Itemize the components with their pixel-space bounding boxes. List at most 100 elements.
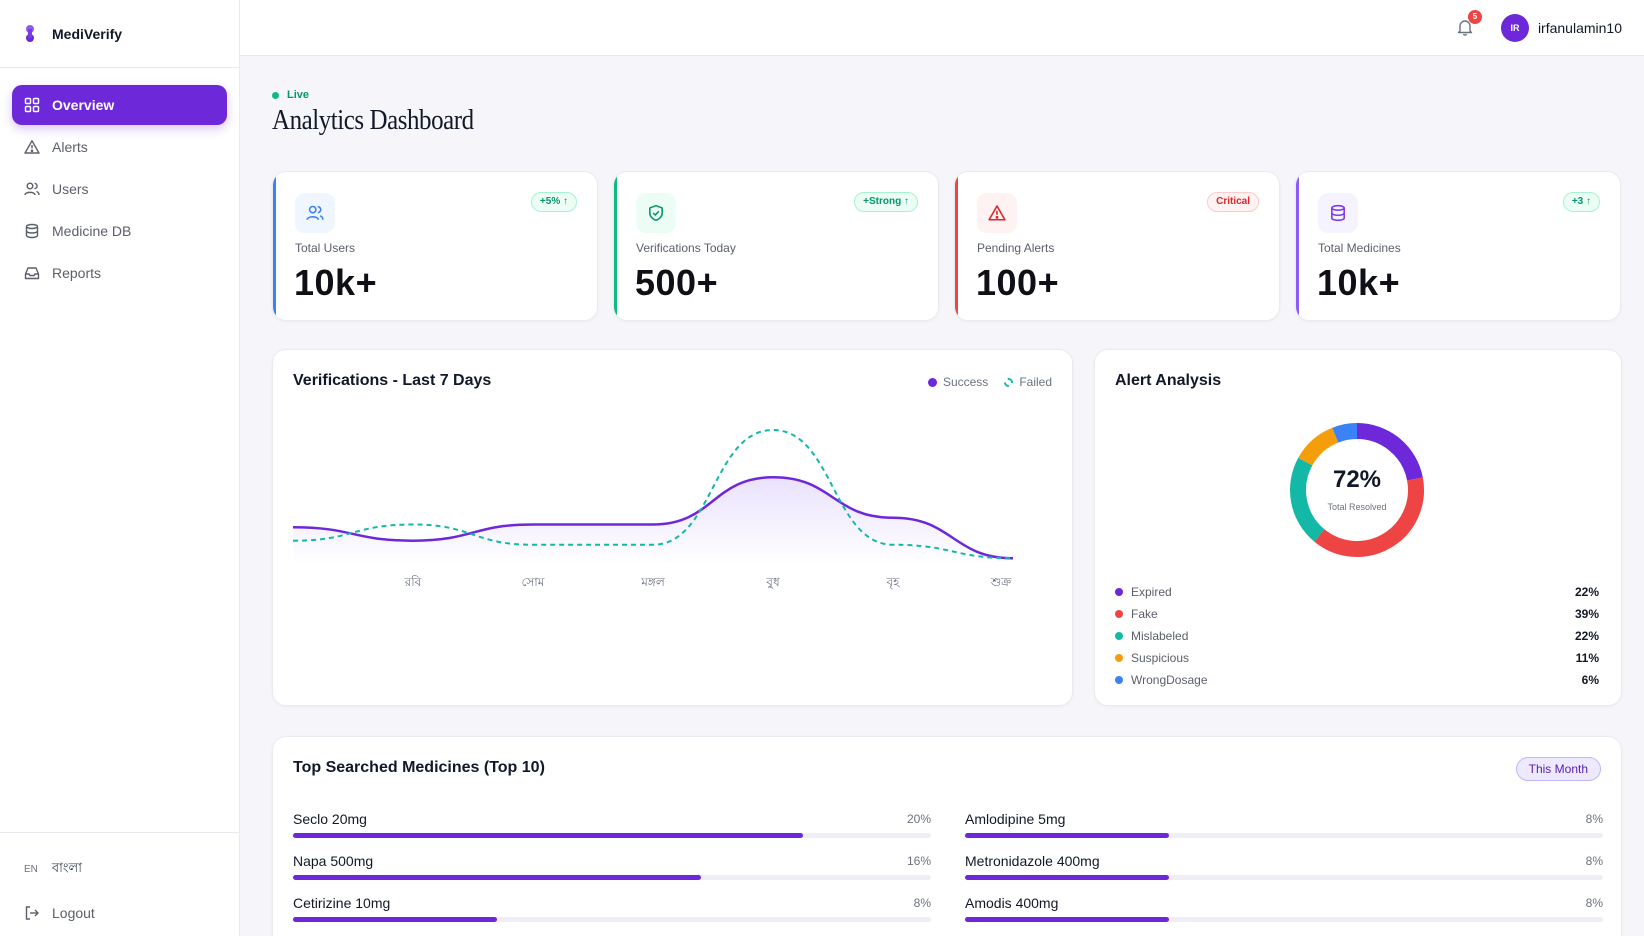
stat-value: 100+ — [976, 262, 1060, 303]
logout-button[interactable]: Logout — [24, 905, 95, 921]
database-icon — [1331, 204, 1345, 222]
logout-icon — [25, 906, 39, 920]
donut-slice-suspicious — [1298, 427, 1339, 466]
capsule-logo-icon — [26, 24, 34, 42]
donut-slice-wrongdosage — [1332, 423, 1358, 443]
brand-name: MediVerify — [52, 25, 123, 42]
x-tick-label: বুধ — [765, 575, 780, 590]
stat-card-verifications-today: +Strong ↑ Verifications Today 500+ — [613, 171, 939, 321]
stat-badge: +3 ↑ — [1562, 192, 1600, 212]
medicine-pct: 8% — [913, 896, 931, 910]
medicine-name: Seclo 20mg — [293, 811, 367, 827]
card-accent — [614, 172, 617, 320]
card-accent — [273, 172, 276, 320]
stat-label: Total Users — [295, 241, 356, 255]
verifications-chart-panel: Verifications - Last 7 Days Success Fail… — [272, 349, 1073, 706]
chart-legend: Success Failed — [912, 375, 1052, 389]
legend-swatch — [1115, 654, 1123, 662]
shield-check-icon — [649, 204, 663, 222]
sidebar-nav: Overview Alerts Users Medicine DB Report… — [0, 68, 239, 293]
x-tick-label: রবি — [404, 575, 422, 589]
legend-swatch — [1115, 588, 1123, 596]
panel-title: Alert Analysis — [1115, 372, 1222, 389]
live-indicator: Live — [272, 89, 309, 101]
top-medicines-panel: Top Searched Medicines (Top 10) This Mon… — [272, 736, 1622, 936]
sidebar-item-label: Reports — [52, 265, 102, 281]
language-toggle[interactable]: EN বাংলা — [24, 859, 82, 880]
alert-pct: 6% — [1581, 673, 1599, 687]
medicine-pct: 8% — [1585, 896, 1603, 910]
this-month-filter-button[interactable]: This Month — [1515, 757, 1601, 781]
stat-card-pending-alerts: Critical Pending Alerts 100+ — [954, 171, 1280, 321]
sidebar-item-users[interactable]: Users — [12, 169, 227, 209]
sidebar-footer: EN বাংলা Logout — [0, 832, 239, 936]
alert-row-expired: Expired 22% — [1115, 581, 1599, 603]
progress-fill — [965, 917, 1170, 922]
alert-triangle-icon — [24, 140, 40, 154]
legend-label: Success — [942, 375, 989, 389]
stat-card-total-users: +5% ↑ Total Users 10k+ — [272, 171, 598, 321]
stat-icon-box — [636, 193, 676, 233]
verifications-line-chart: রবি সোম মঙ্গল বুধ বৃহ শুক্র — [293, 428, 1014, 590]
user-menu[interactable]: IR irfanulamin10 — [1500, 14, 1622, 42]
bell-icon[interactable] — [1456, 18, 1474, 36]
logout-label: Logout — [52, 905, 95, 921]
donut-slice-mislabeled — [1290, 457, 1325, 542]
sidebar-item-reports[interactable]: Reports — [12, 253, 227, 293]
progress-fill — [293, 917, 498, 922]
medicine-pct: 20% — [906, 812, 931, 826]
stat-value: 500+ — [635, 262, 719, 303]
stat-badge: Critical — [1207, 192, 1259, 212]
grid-icon — [24, 97, 40, 113]
sidebar-item-medicine-db[interactable]: Medicine DB — [12, 211, 227, 251]
donut-slice-expired — [1356, 423, 1423, 481]
sidebar-item-label: Medicine DB — [52, 223, 132, 239]
alert-pct: 22% — [1574, 585, 1599, 599]
database-icon — [25, 223, 39, 239]
live-dot-icon — [272, 91, 279, 99]
alert-row-fake: Fake 39% — [1115, 603, 1599, 625]
series-area-success — [293, 477, 1013, 565]
stat-badge: +Strong ↑ — [854, 192, 918, 212]
sidebar-item-overview[interactable]: Overview — [12, 85, 227, 125]
donut-slice-fake — [1314, 477, 1424, 557]
legend-item-success: Success — [927, 375, 989, 389]
progress-track — [965, 875, 1603, 880]
card-accent — [1296, 172, 1299, 320]
x-tick-label: বৃহ — [886, 575, 901, 590]
legend-swatch — [927, 377, 937, 387]
stat-label: Verifications Today — [636, 241, 736, 255]
medicine-name: Amlodipine 5mg — [965, 811, 1066, 827]
sidebar-item-alerts[interactable]: Alerts — [12, 127, 227, 167]
stat-value: 10k+ — [294, 262, 378, 303]
donut-center-label: Total Resolved — [1327, 502, 1387, 512]
alert-donut-chart — [1290, 423, 1424, 557]
sidebar-item-label: Alerts — [52, 139, 88, 155]
legend-swatch — [1004, 377, 1014, 387]
progress-track — [293, 875, 931, 880]
donut-center-value: 72% — [1332, 466, 1382, 493]
medicine-pct: 8% — [1585, 854, 1603, 868]
x-tick-label: সোম — [522, 575, 545, 589]
brand[interactable]: MediVerify — [0, 0, 239, 68]
legend-swatch — [1115, 610, 1123, 618]
medicine-name: Napa 500mg — [293, 853, 374, 869]
medicines-column-left: Seclo 20mg 20% Napa 500mg 16% Cetirizine… — [293, 811, 931, 936]
avatar: IR — [1500, 14, 1529, 42]
legend-swatch — [1115, 632, 1123, 640]
alert-legend-list: Expired 22% Fake 39% Mislabeled 22% Susp… — [1115, 581, 1599, 691]
alert-analysis-panel: Alert Analysis 72% Total Resolved Expire… — [1094, 349, 1622, 706]
stat-label: Pending Alerts — [977, 241, 1055, 255]
stat-badge: +5% ↑ — [530, 192, 577, 212]
list-item: Amodis 400mg 8% — [965, 895, 1603, 936]
progress-track — [293, 833, 931, 838]
legend-item-failed: Failed — [1004, 375, 1052, 389]
alert-label: Mislabeled — [1131, 629, 1189, 643]
progress-fill — [965, 875, 1170, 880]
progress-track — [293, 917, 931, 922]
page-title: Analytics Dashboard — [272, 104, 474, 136]
list-item: Metronidazole 400mg 8% — [965, 853, 1603, 895]
progress-fill — [293, 833, 804, 838]
legend-label: Failed — [1019, 375, 1052, 389]
card-accent — [955, 172, 958, 320]
